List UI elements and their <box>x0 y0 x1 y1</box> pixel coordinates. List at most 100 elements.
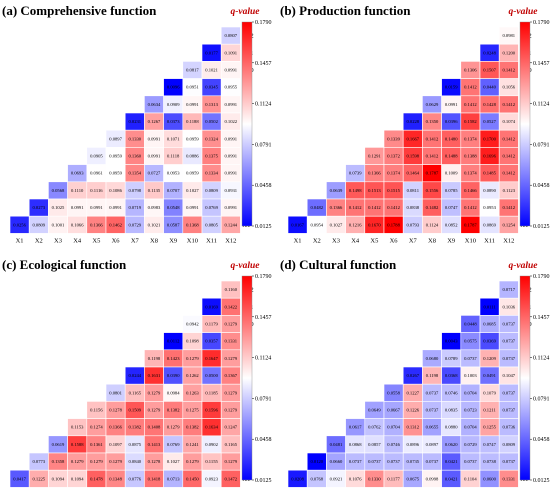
cell-value-label: 0.0961 <box>90 171 103 176</box>
cell-value-label: 0.1021 <box>148 222 161 227</box>
x-tick-label: X3 <box>332 237 340 244</box>
cell-value-label: 0.0991 <box>224 68 237 73</box>
cell-value-label: 0.0897 <box>109 136 122 141</box>
cell-value-label: 0.0248 <box>483 50 496 55</box>
cell-value-label: 0.0991 <box>224 102 237 107</box>
colorbar-tick-label: 0.0125 <box>533 224 550 230</box>
cell-value-label: 0.1091 <box>224 50 237 55</box>
cell-value-label: 0.1596 <box>205 408 218 413</box>
cell-value-label: 0.0747 <box>445 205 458 210</box>
cell-value-label: 0.0587 <box>167 222 180 227</box>
cell-value-label: 0.1412 <box>502 102 515 107</box>
cell-value-label: 0.1787 <box>426 171 439 176</box>
cell-value-label: 0.0852 <box>445 222 458 227</box>
cell-value-label: 0.0785 <box>445 188 458 193</box>
x-tick-label: X5 <box>370 237 378 244</box>
cell-value-label: 0.1185 <box>205 390 218 395</box>
x-tick-label: X2 <box>35 237 43 244</box>
cell-value-label: 0.0991 <box>148 136 161 141</box>
x-tick-label: X3 <box>54 237 62 244</box>
cell-value-label: 0.1412 <box>464 85 477 90</box>
cell-value-label: 0.1482 <box>426 205 439 210</box>
cell-value-label: 0.0417 <box>13 476 26 481</box>
cell-value-label: 0.1509 <box>128 408 141 413</box>
x-tick-label: X11 <box>484 237 495 244</box>
cell-value-label: 0.1372 <box>387 154 400 159</box>
cell-value-label: 0.0231 <box>128 119 141 124</box>
cell-value-label: 0.1165 <box>225 442 238 447</box>
panel-2: (b) Production function 0.0981 X12 0.0248 0.… <box>280 3 550 244</box>
cell-value-label: 0.1513 <box>368 188 381 193</box>
cell-value-label: 0.0737 <box>426 459 439 464</box>
cell-value-label: 0.1450 <box>186 476 199 481</box>
cell-value-label: 0.0737 <box>502 408 515 413</box>
colorbar-tick-label: 0.0791 <box>255 396 272 402</box>
cell-value-label: 0.0811 <box>407 188 420 193</box>
cell-value-label: 0.0680 <box>426 356 439 361</box>
cell-value-label: 0.0809 <box>32 222 45 227</box>
cell-value-label: 0.1462 <box>109 222 122 227</box>
cell-value-label: 0.0959 <box>109 154 122 159</box>
cell-value-label: 0.0984 <box>167 390 180 395</box>
cell-value-label: 0.0921 <box>330 476 343 481</box>
cell-value-label: 0.0737 <box>426 408 439 413</box>
cell-value-label: 0.1279 <box>148 408 161 413</box>
cell-value-label: 0.0634 <box>148 102 161 107</box>
cell-value-label: 0.1021 <box>205 68 218 73</box>
cell-value-label: 0.0747 <box>483 442 496 447</box>
cell-value-label: 0.1278 <box>148 459 161 464</box>
cell-value-label: 0.1279 <box>71 459 84 464</box>
cell-value-label: 0.0807 <box>224 33 237 38</box>
x-tick-label: X7 <box>131 237 140 244</box>
cell-value-label: 0.1647 <box>205 356 218 361</box>
x-tick-label: X5 <box>92 237 100 244</box>
cell-value-label: 0.0923 <box>205 476 218 481</box>
cell-value-label: 0.1001 <box>52 222 65 227</box>
cell-value-label: 0.0789 <box>445 356 458 361</box>
x-tick-label: X9 <box>447 237 455 244</box>
cell-value-label: 0.0739 <box>349 171 362 176</box>
cell-value-label: 0.1412 <box>464 102 477 107</box>
cell-value-label: 0.0857 <box>368 442 381 447</box>
cell-value-label: 0.0600 <box>483 476 496 481</box>
colorbar-tick-label: 0.1124 <box>533 356 549 362</box>
cell-value-label: 0.0737 <box>464 459 477 464</box>
cell-value-label: 0.1160 <box>225 287 238 292</box>
cell-value-label: 0.1227 <box>406 390 419 395</box>
colorbar-tick-label: 0.0458 <box>533 183 550 189</box>
cell-value-label: 0.1179 <box>205 322 218 327</box>
x-tick-label: X11 <box>206 237 217 244</box>
cell-value-label: 0.0719 <box>128 205 141 210</box>
colorbar-tick-label: 0.0791 <box>533 396 550 402</box>
cell-value-label: 0.1515 <box>387 188 400 193</box>
cell-value-label: 0.0617 <box>349 425 362 430</box>
cell-value-label: 0.0886 <box>186 154 199 159</box>
cell-value-label: 0.0890 <box>483 188 496 193</box>
colorbar-tick-label: 0.1790 <box>255 274 272 280</box>
colorbar-title: q-value <box>230 261 260 271</box>
cell-value-label: 0.0120 <box>310 459 323 464</box>
cell-value-label: 0.1361 <box>90 442 103 447</box>
cell-value-label: 0.1279 <box>224 356 237 361</box>
cell-value-label: 0.0737 <box>502 356 515 361</box>
cell-value-label: 0.1412 <box>426 136 439 141</box>
panel-title: (b) Production function <box>280 3 411 18</box>
cell-value-label: 0.0729 <box>128 222 141 227</box>
cell-value-label: 0.1488 <box>445 154 458 159</box>
cell-value-label: 0.0838 <box>406 205 419 210</box>
cell-value-label: 0.0159 <box>445 85 458 90</box>
cell-value-label: 0.1358 <box>52 459 65 464</box>
x-tick-label: X7 <box>409 237 418 244</box>
cell-value-label: 0.1472 <box>224 476 237 481</box>
cell-value-label: 0.1177 <box>387 476 400 481</box>
cell-value-label: 0.1009 <box>445 171 458 176</box>
cell-value-label: 0.1412 <box>502 205 515 210</box>
cell-value-label: 0.0793 <box>406 222 419 227</box>
cell-value-label: 0.0502 <box>205 119 218 124</box>
cell-value-label: 0.0421 <box>445 476 458 481</box>
cell-value-label: 0.1556 <box>426 188 439 193</box>
cell-value-label: 0.1374 <box>464 171 477 176</box>
cell-value-label: 0.0746 <box>387 442 400 447</box>
cell-value-label: 0.1226 <box>406 408 419 413</box>
